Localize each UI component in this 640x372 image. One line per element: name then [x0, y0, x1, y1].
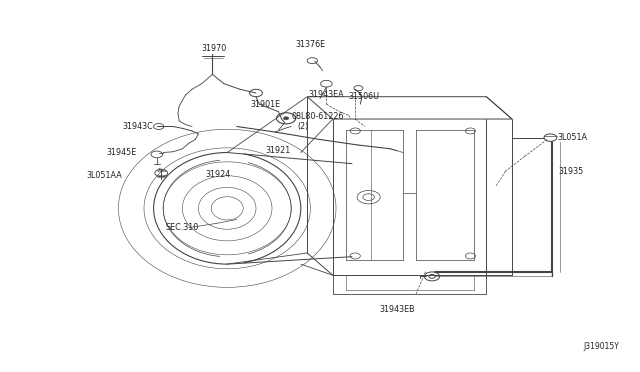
Text: 3L051AA: 3L051AA [86, 171, 122, 180]
Text: SEC.310: SEC.310 [166, 223, 199, 232]
Circle shape [284, 117, 289, 120]
Text: 31945E: 31945E [106, 148, 137, 157]
Text: 31943C: 31943C [122, 122, 153, 131]
Text: 31921: 31921 [266, 146, 291, 155]
Text: J319015Y: J319015Y [584, 342, 620, 351]
Text: 31376E: 31376E [295, 40, 326, 49]
Text: 31943EB: 31943EB [379, 305, 415, 314]
Text: (2): (2) [298, 122, 309, 131]
Text: 31935: 31935 [559, 167, 584, 176]
Text: 08L80-61226: 08L80-61226 [291, 112, 344, 121]
Text: 31901E: 31901E [250, 100, 281, 109]
Text: 31970: 31970 [202, 44, 227, 53]
Text: 3L051A: 3L051A [558, 133, 588, 142]
Text: 31943EA: 31943EA [308, 90, 344, 99]
Text: 31506U: 31506U [348, 92, 379, 101]
Text: 31924: 31924 [205, 170, 230, 179]
